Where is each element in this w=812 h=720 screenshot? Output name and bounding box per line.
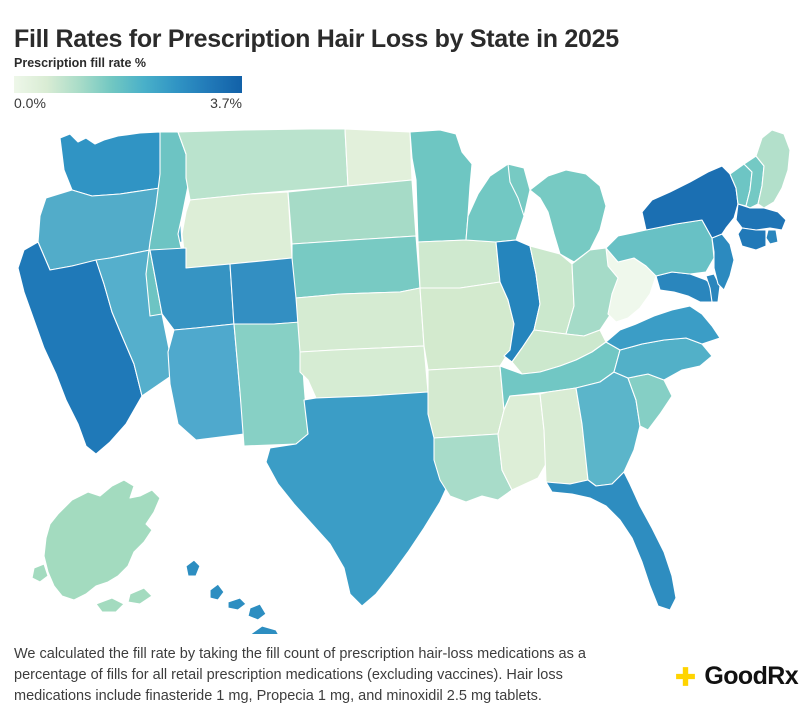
state-AZ[interactable] xyxy=(167,323,245,441)
footnote-text: We calculated the fill rate by taking th… xyxy=(14,646,586,704)
legend-max-label: 3.7% xyxy=(210,95,242,111)
state-MT[interactable] xyxy=(177,128,349,201)
state-AR[interactable] xyxy=(427,365,505,439)
state-SD[interactable] xyxy=(287,179,417,245)
state-MO[interactable] xyxy=(419,281,515,371)
page-title: Fill Rates for Prescription Hair Loss by… xyxy=(14,24,619,53)
state-CT[interactable] xyxy=(737,227,767,251)
state-KS[interactable] xyxy=(295,287,425,353)
state-WY[interactable] xyxy=(181,191,293,269)
legend-tick-labels: 0.0% 3.7% xyxy=(14,95,242,113)
state-MI[interactable] xyxy=(507,163,607,263)
brand-name: GoodRx xyxy=(704,662,798,690)
legend-title: Prescription fill rate % xyxy=(14,56,146,70)
state-FL[interactable] xyxy=(545,471,677,611)
state-HI[interactable] xyxy=(185,559,284,634)
state-RI[interactable] xyxy=(765,229,779,245)
footer: We calculated the fill rate by taking th… xyxy=(0,640,812,720)
state-VA[interactable] xyxy=(605,305,721,351)
state-IA[interactable] xyxy=(417,239,501,289)
state-MS[interactable] xyxy=(497,393,547,491)
state-DE[interactable] xyxy=(705,273,721,303)
state-MN[interactable] xyxy=(409,129,473,243)
states-group xyxy=(17,128,791,634)
goodrx-plus-icon xyxy=(676,667,696,686)
state-ME[interactable] xyxy=(755,129,791,209)
state-MA[interactable] xyxy=(735,203,787,231)
state-NM[interactable] xyxy=(233,321,309,447)
legend-min-label: 0.0% xyxy=(14,95,46,111)
state-NJ[interactable] xyxy=(711,233,735,291)
us-states-map xyxy=(17,128,791,634)
state-NE[interactable] xyxy=(291,235,421,299)
brand-logo: GoodRx xyxy=(674,662,799,690)
state-ND[interactable] xyxy=(344,128,413,187)
state-OK[interactable] xyxy=(299,345,429,399)
state-TX[interactable] xyxy=(265,391,451,607)
state-AK[interactable] xyxy=(31,479,161,613)
color-legend: Prescription fill rate % 0.0% 3.7% xyxy=(14,56,246,113)
choropleth-map xyxy=(0,124,812,634)
legend-gradient-bar xyxy=(14,76,242,93)
